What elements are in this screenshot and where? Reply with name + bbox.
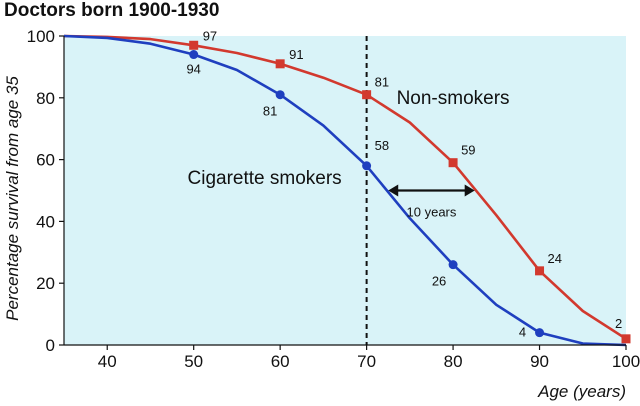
y-tick-label-80: 80 xyxy=(36,89,55,108)
x-tick-label-70: 70 xyxy=(357,352,376,371)
data-label-cigarette-smokers-60: 81 xyxy=(263,104,277,119)
y-axis-label: Percentage survival from age 35 xyxy=(3,76,22,321)
annotation-label: 10 years xyxy=(407,205,457,220)
x-tick-label-100: 100 xyxy=(612,352,640,371)
annotation-arrow-right-head xyxy=(464,184,475,197)
y-tick-label-20: 20 xyxy=(36,274,55,293)
data-label-non-smokers-100: 2 xyxy=(615,316,622,331)
marker-cigarette-smokers-60 xyxy=(275,90,285,100)
marker-cigarette-smokers-50 xyxy=(189,50,199,60)
data-label-non-smokers-80: 59 xyxy=(461,143,475,158)
y-tick-label-40: 40 xyxy=(36,212,55,231)
x-tick-label-40: 40 xyxy=(98,352,117,371)
plot-area xyxy=(64,36,626,345)
marker-non-smokers-80 xyxy=(448,158,458,168)
x-tick-label-50: 50 xyxy=(184,352,203,371)
y-tick-label-0: 0 xyxy=(46,336,55,355)
x-tick-label-90: 90 xyxy=(530,352,549,371)
marker-non-smokers-60 xyxy=(275,59,285,69)
series-line-non-smokers xyxy=(63,34,627,340)
data-label-cigarette-smokers-70: 58 xyxy=(375,138,389,153)
series-name-non-smokers: Non-smokers xyxy=(397,88,510,109)
series-name-cigarette-smokers: Cigarette smokers xyxy=(188,168,342,189)
x-tick-label-80: 80 xyxy=(444,352,463,371)
data-label-non-smokers-70: 81 xyxy=(375,75,389,90)
data-label-cigarette-smokers-50: 94 xyxy=(186,62,200,77)
annotation-arrow-left-head xyxy=(388,184,399,197)
x-axis-label: Age (years) xyxy=(537,382,626,401)
data-label-non-smokers-90: 24 xyxy=(548,251,562,266)
marker-non-smokers-90 xyxy=(535,266,545,276)
marker-cigarette-smokers-90 xyxy=(535,328,545,338)
chart-title: Doctors born 1900-1930 xyxy=(4,0,219,21)
data-label-cigarette-smokers-90: 4 xyxy=(519,325,526,340)
data-label-non-smokers-50: 97 xyxy=(203,28,217,43)
series-line-cigarette-smokers xyxy=(63,34,627,347)
data-label-cigarette-smokers-80: 26 xyxy=(432,274,446,289)
y-tick-label-100: 100 xyxy=(27,27,55,46)
x-tick-label-60: 60 xyxy=(271,352,290,371)
marker-non-smokers-70 xyxy=(362,90,372,100)
marker-non-smokers-50 xyxy=(189,40,199,50)
marker-cigarette-smokers-80 xyxy=(448,260,458,270)
y-tick-label-60: 60 xyxy=(36,151,55,170)
data-label-non-smokers-60: 91 xyxy=(289,47,303,62)
marker-cigarette-smokers-70 xyxy=(362,161,372,171)
marker-non-smokers-100 xyxy=(621,334,631,344)
